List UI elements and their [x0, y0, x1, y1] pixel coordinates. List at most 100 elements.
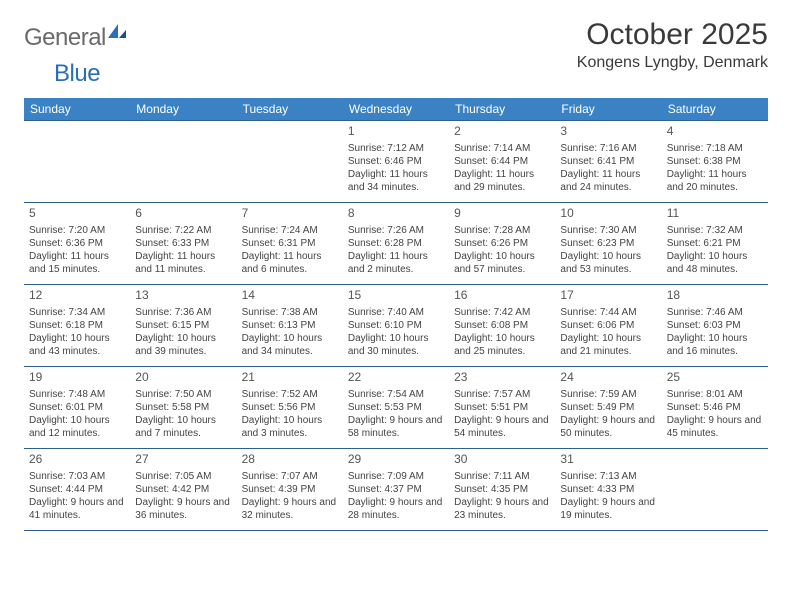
- day-number: 1: [348, 124, 444, 140]
- day-cell: 13 Sunrise: 7:36 AMSunset: 6:15 PMDayligh…: [130, 285, 236, 367]
- day-number: 12: [29, 288, 125, 304]
- day-info: Sunrise: 7:59 AMSunset: 5:49 PMDaylight:…: [560, 388, 656, 440]
- day-number: 8: [348, 206, 444, 222]
- day-cell: 14 Sunrise: 7:38 AMSunset: 6:13 PMDayligh…: [237, 285, 343, 367]
- empty-cell: [24, 121, 130, 203]
- month-title: October 2025: [577, 18, 768, 52]
- empty-cell: [662, 449, 768, 531]
- location-text: Kongens Lyngby, Denmark: [577, 54, 768, 72]
- empty-cell: [237, 121, 343, 203]
- day-number: 29: [348, 452, 444, 468]
- day-cell: 3Sunrise: 7:16 AMSunset: 6:41 PMDaylight…: [555, 121, 661, 203]
- day-cell: 8Sunrise: 7:26 AMSunset: 6:28 PMDaylight…: [343, 203, 449, 285]
- day-cell: 2 Sunrise: 7:14 AMSunset: 6:44 PMDaylight…: [449, 121, 555, 203]
- day-header: Tuesday: [237, 98, 343, 121]
- day-header: Saturday: [662, 98, 768, 121]
- day-info: Sunrise: 7:05 AMSunset: 4:42 PMDaylight:…: [135, 470, 231, 522]
- day-cell: 29Sunrise: 7:09 AMSunset: 4:37 PMDayligh…: [343, 449, 449, 531]
- day-number: 23: [454, 370, 550, 386]
- day-number: 3: [560, 124, 656, 140]
- day-info: Sunrise: 7:40 AMSunset: 6:10 PMDaylight:…: [348, 306, 444, 358]
- day-cell: 9Sunrise: 7:28 AMSunset: 6:26 PMDaylight…: [449, 203, 555, 285]
- day-number: 30: [454, 452, 550, 468]
- day-header: Monday: [130, 98, 236, 121]
- day-cell: 5 Sunrise: 7:20 AMSunset: 6:36 PMDaylight…: [24, 203, 130, 285]
- day-info: Sunrise: 7:32 AMSunset: 6:21 PMDaylight:…: [667, 224, 763, 276]
- brand-name-gray: General: [24, 24, 106, 52]
- day-cell: 28 Sunrise: 7:07 AMSunset: 4:39 PMDayligh…: [237, 449, 343, 531]
- day-info: Sunrise: 7:13 AMSunset: 4:33 PMDaylight:…: [560, 470, 656, 522]
- calendar-row: 26 Sunrise: 7:03 AMSunset: 4:44 PMDayligh…: [24, 449, 768, 531]
- day-info: Sunrise: 7:50 AMSunset: 5:58 PMDaylight:…: [135, 388, 231, 440]
- day-info: Sunrise: 7:36 AMSunset: 6:15 PMDaylight:…: [135, 306, 231, 358]
- day-info: Sunrise: 7:34 AMSunset: 6:18 PMDaylight:…: [29, 306, 125, 358]
- day-info: Sunrise: 7:38 AMSunset: 6:13 PMDaylight:…: [242, 306, 338, 358]
- calendar-table: SundayMondayTuesdayWednesdayThursdayFrid…: [24, 98, 768, 531]
- calendar-row: 1 Sunrise: 7:12 AMSunset: 6:46 PMDaylight…: [24, 121, 768, 203]
- day-number: 11: [667, 206, 763, 222]
- day-cell: 24 Sunrise: 7:59 AMSunset: 5:49 PMDayligh…: [555, 367, 661, 449]
- day-cell: 23 Sunrise: 7:57 AMSunset: 5:51 PMDayligh…: [449, 367, 555, 449]
- day-info: Sunrise: 7:54 AMSunset: 5:53 PMDaylight:…: [348, 388, 444, 440]
- day-header: Sunday: [24, 98, 130, 121]
- day-number: 10: [560, 206, 656, 222]
- calendar-page: General October 2025 Kongens Lyngby, Den…: [0, 0, 792, 531]
- day-info: Sunrise: 7:03 AMSunset: 4:44 PMDaylight:…: [29, 470, 125, 522]
- day-cell: 7Sunrise: 7:24 AMSunset: 6:31 PMDaylight…: [237, 203, 343, 285]
- day-info: Sunrise: 7:07 AMSunset: 4:39 PMDaylight:…: [242, 470, 338, 522]
- day-cell: 19Sunrise: 7:48 AMSunset: 6:01 PMDayligh…: [24, 367, 130, 449]
- day-cell: 22 Sunrise: 7:54 AMSunset: 5:53 PMDayligh…: [343, 367, 449, 449]
- calendar-body: 1 Sunrise: 7:12 AMSunset: 6:46 PMDaylight…: [24, 121, 768, 531]
- day-info: Sunrise: 7:57 AMSunset: 5:51 PMDaylight:…: [454, 388, 550, 440]
- day-cell: 25 Sunrise: 8:01 AMSunset: 5:46 PMDayligh…: [662, 367, 768, 449]
- day-info: Sunrise: 7:42 AMSunset: 6:08 PMDaylight:…: [454, 306, 550, 358]
- day-cell: 21 Sunrise: 7:52 AMSunset: 5:56 PMDayligh…: [237, 367, 343, 449]
- day-info: Sunrise: 7:48 AMSunset: 6:01 PMDaylight:…: [29, 388, 125, 440]
- day-info: Sunrise: 7:28 AMSunset: 6:26 PMDaylight:…: [454, 224, 550, 276]
- day-info: Sunrise: 7:52 AMSunset: 5:56 PMDaylight:…: [242, 388, 338, 440]
- day-header: Wednesday: [343, 98, 449, 121]
- day-number: 21: [242, 370, 338, 386]
- day-number: 13: [135, 288, 231, 304]
- day-cell: 30 Sunrise: 7:11 AMSunset: 4:35 PMDayligh…: [449, 449, 555, 531]
- brand-logo: General: [24, 18, 130, 52]
- title-block: October 2025 Kongens Lyngby, Denmark: [577, 18, 768, 72]
- day-cell: 4 Sunrise: 7:18 AMSunset: 6:38 PMDaylight…: [662, 121, 768, 203]
- day-number: 16: [454, 288, 550, 304]
- day-info: Sunrise: 7:20 AMSunset: 6:36 PMDaylight:…: [29, 224, 125, 276]
- day-info: Sunrise: 7:44 AMSunset: 6:06 PMDaylight:…: [560, 306, 656, 358]
- empty-cell: [130, 121, 236, 203]
- day-info: Sunrise: 7:12 AMSunset: 6:46 PMDaylight:…: [348, 142, 444, 194]
- day-number: 25: [667, 370, 763, 386]
- day-info: Sunrise: 8:01 AMSunset: 5:46 PMDaylight:…: [667, 388, 763, 440]
- calendar-row: 12 Sunrise: 7:34 AMSunset: 6:18 PMDayligh…: [24, 285, 768, 367]
- day-cell: 31Sunrise: 7:13 AMSunset: 4:33 PMDayligh…: [555, 449, 661, 531]
- day-number: 26: [29, 452, 125, 468]
- day-number: 7: [242, 206, 338, 222]
- day-cell: 26 Sunrise: 7:03 AMSunset: 4:44 PMDayligh…: [24, 449, 130, 531]
- day-number: 27: [135, 452, 231, 468]
- day-number: 15: [348, 288, 444, 304]
- day-number: 24: [560, 370, 656, 386]
- day-info: Sunrise: 7:22 AMSunset: 6:33 PMDaylight:…: [135, 224, 231, 276]
- day-info: Sunrise: 7:18 AMSunset: 6:38 PMDaylight:…: [667, 142, 763, 194]
- day-number: 18: [667, 288, 763, 304]
- day-cell: 10Sunrise: 7:30 AMSunset: 6:23 PMDayligh…: [555, 203, 661, 285]
- day-number: 5: [29, 206, 125, 222]
- calendar-row: 5 Sunrise: 7:20 AMSunset: 6:36 PMDaylight…: [24, 203, 768, 285]
- sail-icon: [106, 22, 128, 40]
- calendar-row: 19Sunrise: 7:48 AMSunset: 6:01 PMDayligh…: [24, 367, 768, 449]
- day-number: 28: [242, 452, 338, 468]
- day-number: 17: [560, 288, 656, 304]
- day-number: 4: [667, 124, 763, 140]
- day-info: Sunrise: 7:11 AMSunset: 4:35 PMDaylight:…: [454, 470, 550, 522]
- day-cell: 12 Sunrise: 7:34 AMSunset: 6:18 PMDayligh…: [24, 285, 130, 367]
- day-number: 22: [348, 370, 444, 386]
- day-number: 2: [454, 124, 550, 140]
- calendar-head: SundayMondayTuesdayWednesdayThursdayFrid…: [24, 98, 768, 121]
- day-info: Sunrise: 7:14 AMSunset: 6:44 PMDaylight:…: [454, 142, 550, 194]
- day-cell: 20 Sunrise: 7:50 AMSunset: 5:58 PMDayligh…: [130, 367, 236, 449]
- day-number: 14: [242, 288, 338, 304]
- day-cell: 17 Sunrise: 7:44 AMSunset: 6:06 PMDayligh…: [555, 285, 661, 367]
- day-number: 20: [135, 370, 231, 386]
